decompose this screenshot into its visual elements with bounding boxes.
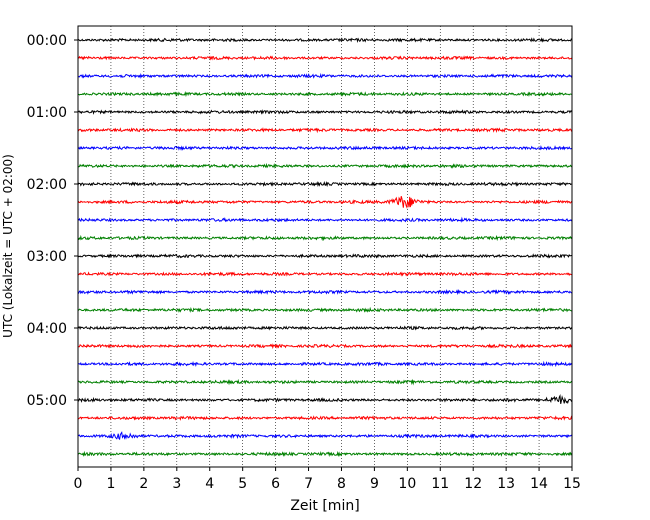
trace-line xyxy=(77,109,573,115)
trace-line xyxy=(77,378,573,386)
trace-line xyxy=(77,253,573,259)
trace-line xyxy=(77,431,573,441)
x-tick-label: 15 xyxy=(563,476,581,492)
trace-line xyxy=(77,37,573,43)
x-tick-label: 4 xyxy=(205,476,214,492)
x-tick-label: 0 xyxy=(74,476,83,492)
trace-line xyxy=(77,360,573,368)
y-tick-label: 00:00 xyxy=(27,33,67,49)
trace-line xyxy=(77,72,573,79)
y-tick-label: 05:00 xyxy=(27,393,67,409)
trace-line xyxy=(77,216,573,223)
y-axis-label: UTC (Lokalzeit = UTC + 02:00) xyxy=(1,154,15,338)
y-axis-ticks: 00:00 01:00 02:00 03:00 04:00 05:00 xyxy=(27,33,78,409)
x-tick-label: 7 xyxy=(304,476,313,492)
x-axis-ticks: 0 1 2 3 4 5 6 7 8 9 10 11 12 13 14 15 xyxy=(74,467,581,492)
trace-line xyxy=(77,289,573,296)
trace-line xyxy=(77,181,573,188)
trace-line xyxy=(77,55,573,61)
x-tick-label: 9 xyxy=(370,476,379,492)
trace-line xyxy=(77,325,573,331)
x-tick-label: 6 xyxy=(271,476,280,492)
trace-line xyxy=(77,234,573,242)
x-tick-label: 5 xyxy=(238,476,247,492)
x-tick-label: 11 xyxy=(431,476,449,492)
y-tick-label: 04:00 xyxy=(27,321,67,337)
x-tick-label: 8 xyxy=(337,476,346,492)
trace-line xyxy=(77,415,573,421)
trace-line xyxy=(77,394,573,405)
y-tick-label: 03:00 xyxy=(27,249,67,265)
trace-line xyxy=(77,196,573,210)
trace-line xyxy=(77,91,573,98)
y-tick-label: 02:00 xyxy=(27,177,67,193)
x-tick-label: 12 xyxy=(464,476,482,492)
x-tick-label: 13 xyxy=(497,476,515,492)
trace-line xyxy=(78,306,573,313)
plot-frame xyxy=(77,25,573,468)
x-tick-label: 3 xyxy=(172,476,181,492)
x-tick-label: 14 xyxy=(530,476,548,492)
trace-line xyxy=(77,343,573,350)
trace-line xyxy=(77,144,573,151)
y-tick-label: 01:00 xyxy=(27,105,67,121)
x-axis-label: Zeit [min] xyxy=(290,498,359,514)
trace-line xyxy=(77,271,573,277)
trace-line xyxy=(77,162,573,169)
trace-group xyxy=(77,37,573,457)
trace-line xyxy=(77,127,573,134)
trace-line xyxy=(77,450,573,457)
x-tick-label: 2 xyxy=(139,476,148,492)
x-tick-label: 10 xyxy=(398,476,416,492)
x-tick-label: 1 xyxy=(106,476,115,492)
